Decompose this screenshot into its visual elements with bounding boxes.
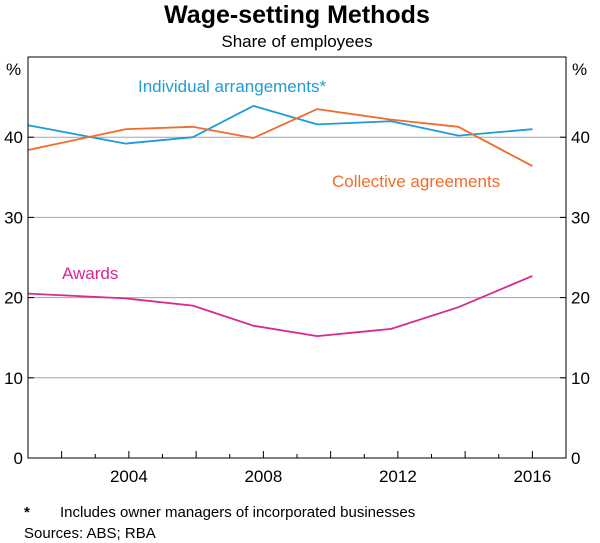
series-line-1 — [27, 108, 533, 167]
chart-subtitle: Share of employees — [221, 32, 372, 51]
y-tick-label-left: 40 — [4, 128, 23, 147]
y-tick-label-right: 20 — [571, 289, 590, 308]
footnote: * Includes owner managers of incorporated… — [24, 504, 415, 521]
y-tick-label-right: 30 — [571, 208, 590, 227]
footnote-star: * — [24, 504, 30, 521]
y-tick-label-left: 20 — [4, 289, 23, 308]
x-tick-label-2008: 2008 — [244, 467, 282, 486]
y-unit-left: % — [6, 60, 21, 79]
y-tick-label-right: 40 — [571, 128, 590, 147]
y-tick-label-left: 0 — [14, 449, 23, 468]
x-tick-label-2004: 2004 — [110, 467, 148, 486]
x-tick-labels: 2004 2008 2012 2016 — [110, 467, 551, 486]
y-tick-label-left: 30 — [4, 208, 23, 227]
series-label-awards: Awards — [62, 264, 118, 283]
y-unit-right: % — [572, 60, 587, 79]
y-tick-label-left: 10 — [4, 369, 23, 388]
plot-frame — [27, 56, 567, 459]
chart-title: Wage-setting Methods — [164, 1, 430, 29]
y-tick-label-right: 10 — [571, 369, 590, 388]
series-line-0 — [27, 105, 533, 145]
sources: Sources: ABS; RBA — [24, 525, 156, 542]
series-label-individual: Individual arrangements* — [138, 77, 326, 96]
series-label-collective: Collective agreements — [332, 172, 500, 191]
series-line-2 — [27, 275, 533, 338]
x-tick-label-2016: 2016 — [513, 467, 551, 486]
x-tick-label-2012: 2012 — [379, 467, 417, 486]
y-tick-labels: 0 0 10 10 20 20 30 30 40 40 — [4, 128, 590, 468]
sources-text: Sources: ABS; RBA — [24, 525, 156, 542]
footnote-text: Includes owner managers of incorporated … — [60, 504, 416, 521]
series-lines — [27, 105, 533, 338]
y-tick-label-right: 0 — [571, 449, 580, 468]
